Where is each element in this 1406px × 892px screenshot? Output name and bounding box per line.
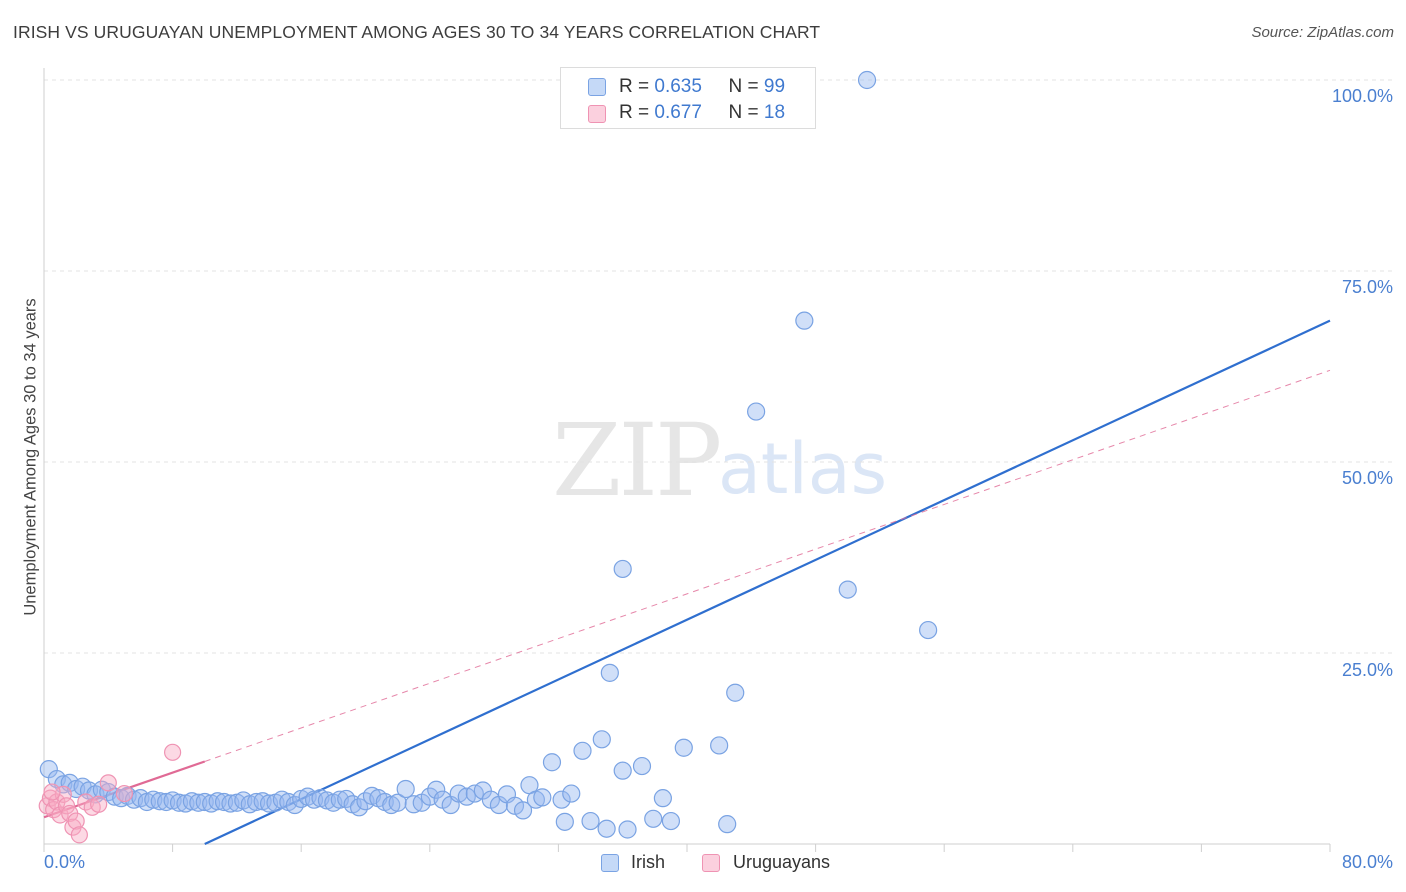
irish-point <box>644 809 663 828</box>
trend-line-uruguayans <box>43 760 206 819</box>
irish-point <box>581 811 600 831</box>
watermark-atlas: atlas <box>718 428 888 510</box>
grid-lines <box>44 79 1395 654</box>
legend-irish-icon <box>601 854 619 872</box>
x-tick-label-max: 80.0% <box>1341 852 1393 872</box>
irish-point <box>795 311 814 330</box>
uruguayans-point <box>164 743 182 761</box>
irish-point <box>857 70 877 90</box>
x-tick-label-min: 0.0% <box>44 852 86 872</box>
y-tick-label-25: 25.0% <box>1341 660 1393 680</box>
irish-point <box>189 793 208 812</box>
y-tick-label-50: 50.0% <box>1341 468 1393 488</box>
r-label: R = <box>619 102 650 123</box>
irish-stats-row: R = 0.635 N = 99 <box>619 76 785 100</box>
irish-point <box>542 753 562 772</box>
trend-line-irish <box>204 319 1331 845</box>
irish-point <box>597 819 616 838</box>
irish-point <box>388 793 407 812</box>
irish-point <box>600 663 619 682</box>
irish-point <box>718 815 737 834</box>
irish-point <box>513 801 533 820</box>
irish-point <box>618 820 637 839</box>
irish-point <box>573 741 592 760</box>
uruguayans-point <box>43 783 61 801</box>
irish-point <box>919 620 938 640</box>
irish-point <box>157 792 176 812</box>
uruguayans-point <box>115 784 133 803</box>
irish-point <box>632 756 652 776</box>
irish-r-value: 0.635 <box>654 76 702 97</box>
axes <box>43 68 1331 852</box>
uruguayans-r-value: 0.677 <box>654 102 702 123</box>
irish-point <box>396 779 415 799</box>
irish-point <box>726 683 745 702</box>
uruguayans-point <box>99 774 117 792</box>
data-points <box>38 70 938 844</box>
irish-point <box>533 788 552 807</box>
y-tick-label-75: 75.0% <box>1341 277 1393 297</box>
irish-point <box>304 790 324 809</box>
uruguayans-point <box>70 826 88 844</box>
irish-n-value: 99 <box>763 76 786 97</box>
uruguayans-point <box>67 812 85 830</box>
irish-point <box>661 811 681 831</box>
stats-box: R = 0.635 N = 99 R = 0.677 N = 18 <box>560 67 816 129</box>
watermark-zip: ZIP <box>552 402 722 519</box>
uruguayans-n-value: 18 <box>763 102 786 123</box>
y-tick-label-100: 100.0% <box>1331 86 1393 106</box>
irish-point <box>555 812 574 831</box>
uruguayans-swatch-icon <box>588 105 606 123</box>
trend-lines <box>43 319 1331 845</box>
irish-point <box>592 730 611 749</box>
irish-point <box>838 580 857 599</box>
irish-point <box>562 784 581 803</box>
legend-uruguayans-label: Uruguayans <box>733 852 831 872</box>
legend-uruguayans-icon <box>702 854 720 872</box>
r-label: R = <box>619 76 650 97</box>
irish-point <box>552 790 571 809</box>
uruguayans-point <box>90 795 108 813</box>
irish-point <box>710 736 729 755</box>
irish-point <box>613 559 632 579</box>
irish-point <box>674 738 693 757</box>
irish-point <box>182 792 201 811</box>
irish-point <box>214 792 234 812</box>
y-axis-label: Unemployment Among Ages 30 to 34 years <box>21 298 40 616</box>
trend-line-extension-uruguayans <box>204 369 1331 762</box>
irish-point <box>747 402 766 421</box>
irish-point <box>195 792 214 812</box>
irish-point <box>653 789 672 808</box>
n-label: N = <box>728 102 759 123</box>
legend-irish-label: Irish <box>631 852 666 872</box>
n-label: N = <box>728 76 759 97</box>
irish-swatch-icon <box>588 78 606 96</box>
irish-point <box>427 780 446 799</box>
source-label: Source: ZipAtlas.com <box>1251 24 1394 41</box>
uruguayans-stats-row: R = 0.677 N = 18 <box>619 102 785 126</box>
chart-title: IRISH VS URUGUAYAN UNEMPLOYMENT AMONG AG… <box>13 22 821 42</box>
irish-point <box>150 792 169 811</box>
irish-point <box>613 761 632 780</box>
